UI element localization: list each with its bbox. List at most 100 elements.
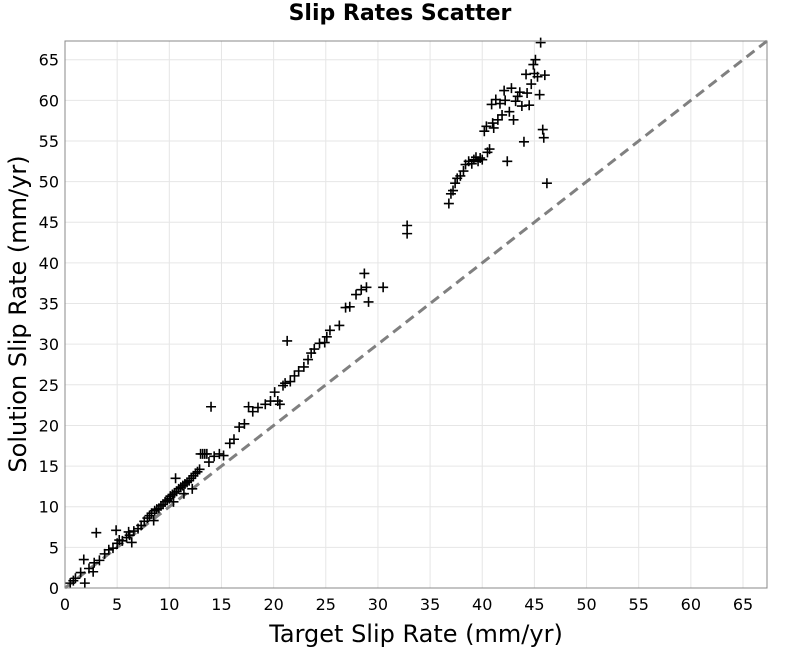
y-tick-label: 10 [39,498,59,517]
data-point [178,488,189,499]
data-point [518,136,529,147]
data-point [293,365,304,376]
data-point [324,325,335,336]
y-tick-label: 40 [39,254,59,273]
data-point [75,567,86,578]
data-point [94,555,105,566]
data-point [378,282,389,293]
data-point [269,387,280,398]
data-point [282,335,293,346]
x-tick-label: 30 [368,595,388,614]
data-point [477,154,488,165]
data-point [252,402,263,413]
data-point [128,526,139,537]
data-point [488,122,499,133]
x-tick-label: 15 [211,595,231,614]
y-tick-label: 60 [39,91,59,110]
data-point [184,475,195,486]
data-point [214,448,225,459]
data-point [234,422,245,433]
data-point [510,96,521,107]
data-point [534,89,545,100]
data-point [278,380,289,391]
data-point [285,376,296,387]
data-points [65,37,552,589]
data-point [280,378,291,389]
x-tick-label: 40 [472,595,492,614]
data-point [359,268,370,279]
data-point [203,457,214,468]
data-point [247,406,258,417]
data-point [89,557,100,568]
data-point [70,573,81,584]
data-point [361,282,372,293]
data-point [274,399,285,410]
y-tick-label: 15 [39,457,59,476]
data-point [319,337,330,348]
data-point [209,451,220,462]
data-point [340,302,351,313]
data-point [508,114,519,125]
x-tick-label: 60 [681,595,701,614]
data-point [475,153,486,164]
x-tick-label: 25 [316,595,336,614]
x-axis-ticks: 0 5 10 15 20 25 30 35 40 45 50 55 60 65 [60,595,753,614]
data-point [468,154,479,165]
y-tick-label: 25 [39,376,59,395]
data-point [126,537,137,548]
data-point [532,71,543,82]
y-axis-label: Solution Slip Rate (mm/yr) [4,155,32,472]
data-point [68,575,79,586]
data-point [111,525,122,536]
data-point [484,144,495,155]
y-tick-label: 35 [39,295,59,314]
data-point [538,132,549,143]
data-point [497,109,508,120]
data-point [504,106,515,117]
x-tick-label: 20 [263,595,283,614]
y-tick-label: 55 [39,132,59,151]
data-point [502,156,513,167]
data-point [88,566,99,577]
x-axis-label: Target Slip Rate (mm/yr) [268,620,563,648]
data-point [170,473,181,484]
x-tick-label: 55 [629,595,649,614]
data-point [201,448,212,459]
data-point [303,354,314,365]
data-point [499,85,510,96]
data-point [524,100,535,111]
data-point [500,95,511,106]
data-point [148,515,159,526]
data-point [448,185,459,196]
data-point [78,554,89,565]
x-tick-label: 10 [159,595,179,614]
data-point [314,338,325,349]
data-point [535,37,546,48]
data-point [516,101,527,112]
chart-title: Slip Rates Scatter [288,1,512,26]
data-point [514,87,525,98]
y-axis-ticks: 0 5 10 15 20 25 30 35 40 45 50 55 60 65 [39,51,59,598]
data-point [194,464,205,475]
y-tick-label: 50 [39,173,59,192]
data-point [481,121,492,132]
data-point [334,320,345,331]
data-point [458,166,469,177]
data-point [206,401,217,412]
data-point [107,543,118,554]
data-point [79,578,90,589]
data-point [344,301,355,312]
data-point [192,466,203,477]
reference-line [64,39,768,590]
plot-area-frame [64,40,768,589]
data-point [309,344,320,355]
data-point [168,496,179,507]
data-point [103,544,114,555]
reference-line-layer [64,39,768,590]
data-point [149,505,160,516]
data-point [537,124,548,135]
y-tick-label: 20 [39,416,59,435]
y-tick-label: 65 [39,51,59,70]
data-point [363,296,374,307]
